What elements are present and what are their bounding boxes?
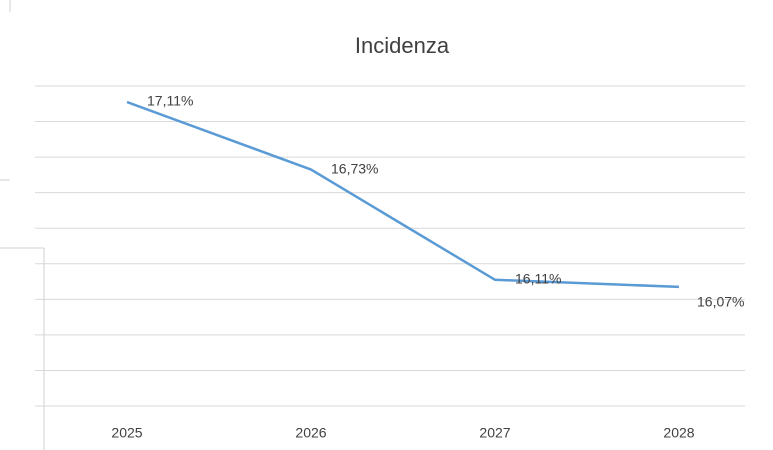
data-label: 16,07% [697,294,744,310]
data-label: 16,11% [515,270,561,286]
x-tick-label: 2027 [479,425,510,441]
x-tick-label: 2026 [295,425,326,441]
data-label: 17,11% [147,93,193,109]
series-line [126,100,680,289]
chart-title: Incidenza [355,33,450,58]
data-label: 16,73% [331,160,378,176]
x-tick-label: 2025 [111,425,142,441]
x-tick-label: 2028 [663,425,694,441]
